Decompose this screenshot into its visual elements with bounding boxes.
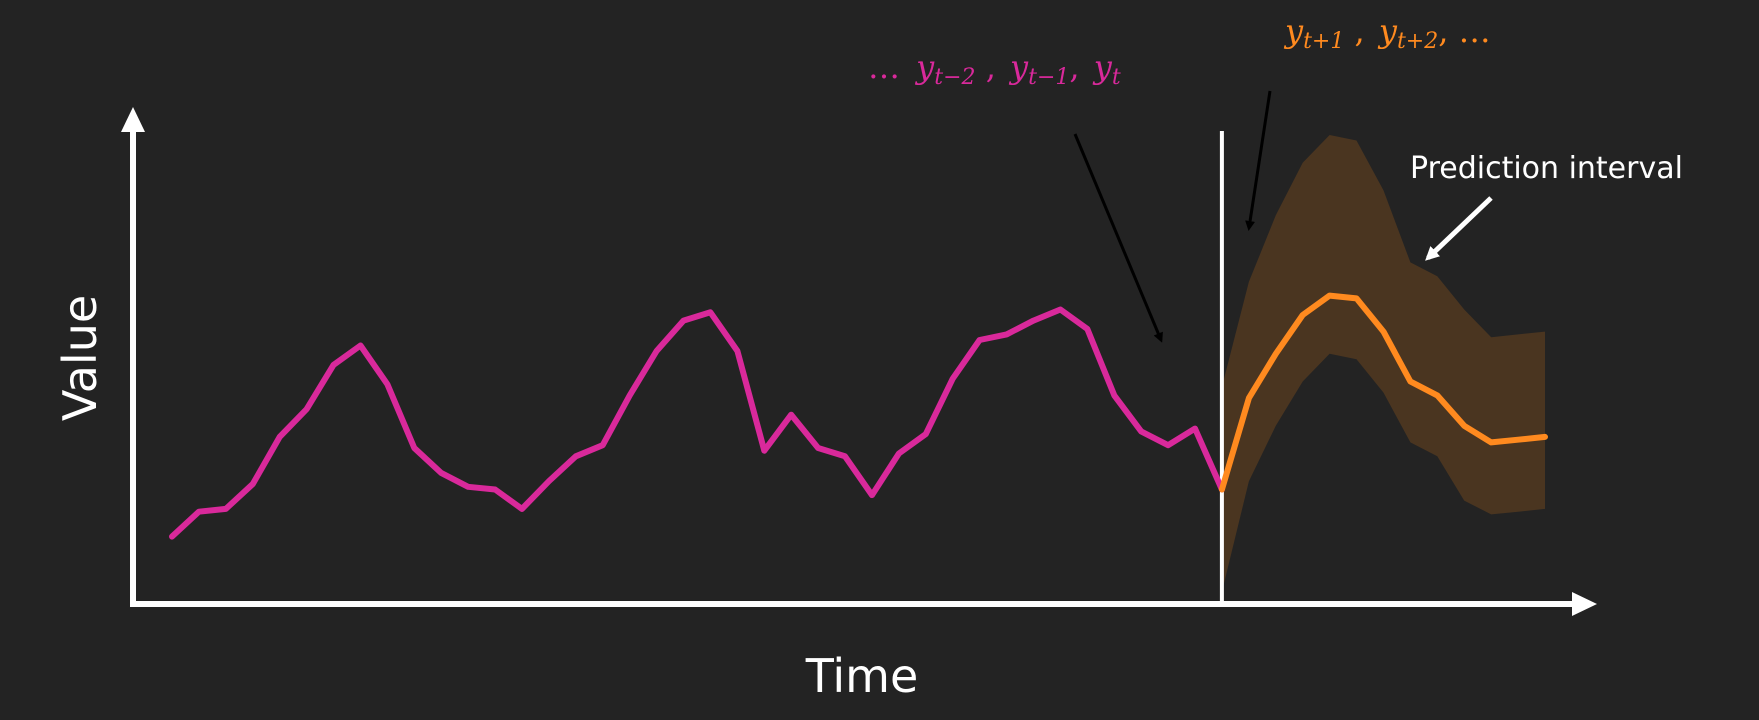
forecast-label-sub-1: t+1 [1303, 29, 1344, 54]
history-label-sep-1: , [976, 48, 996, 86]
forecast-label-term-1: y [1283, 12, 1304, 50]
forecast-label-sub-2: t+2 [1397, 29, 1438, 54]
forecast-label-sep-1: , [1344, 12, 1364, 50]
history-pointer-arrow [1073, 133, 1163, 343]
history-values-label: … yt−2 , yt−1, yt [868, 48, 1121, 90]
x-axis-title: Time [805, 649, 919, 703]
history-label-sub-2: t−1 [1028, 65, 1069, 90]
history-label-sep-2: , [1069, 48, 1079, 86]
history-label-lead: … [868, 48, 900, 86]
history-label-sub-1: t−2 [934, 65, 975, 90]
history-label-term-2: y [1008, 48, 1029, 86]
axes [121, 107, 1597, 616]
y-axis-arrowhead [121, 107, 145, 132]
history-label-term-1: y [914, 48, 935, 86]
prediction-interval-label: Prediction interval [1410, 151, 1683, 186]
y-axis-title: Value [53, 295, 107, 421]
history-label-term-3: y [1092, 48, 1113, 86]
prediction-interval-band [1221, 135, 1545, 592]
forecast-label-sep-2: , … [1438, 12, 1490, 50]
history-series-line [169, 306, 1225, 540]
x-axis-arrowhead [1572, 592, 1597, 616]
forecast-values-label: yt+1 , yt+2, … [1283, 12, 1491, 54]
forecast-series-line [1218, 292, 1548, 493]
history-label-sub-3: t [1112, 65, 1121, 90]
forecast-label-term-2: y [1377, 12, 1398, 50]
prediction-interval-pointer-arrow [1425, 196, 1493, 261]
forecast-pointer-arrow [1245, 90, 1272, 231]
